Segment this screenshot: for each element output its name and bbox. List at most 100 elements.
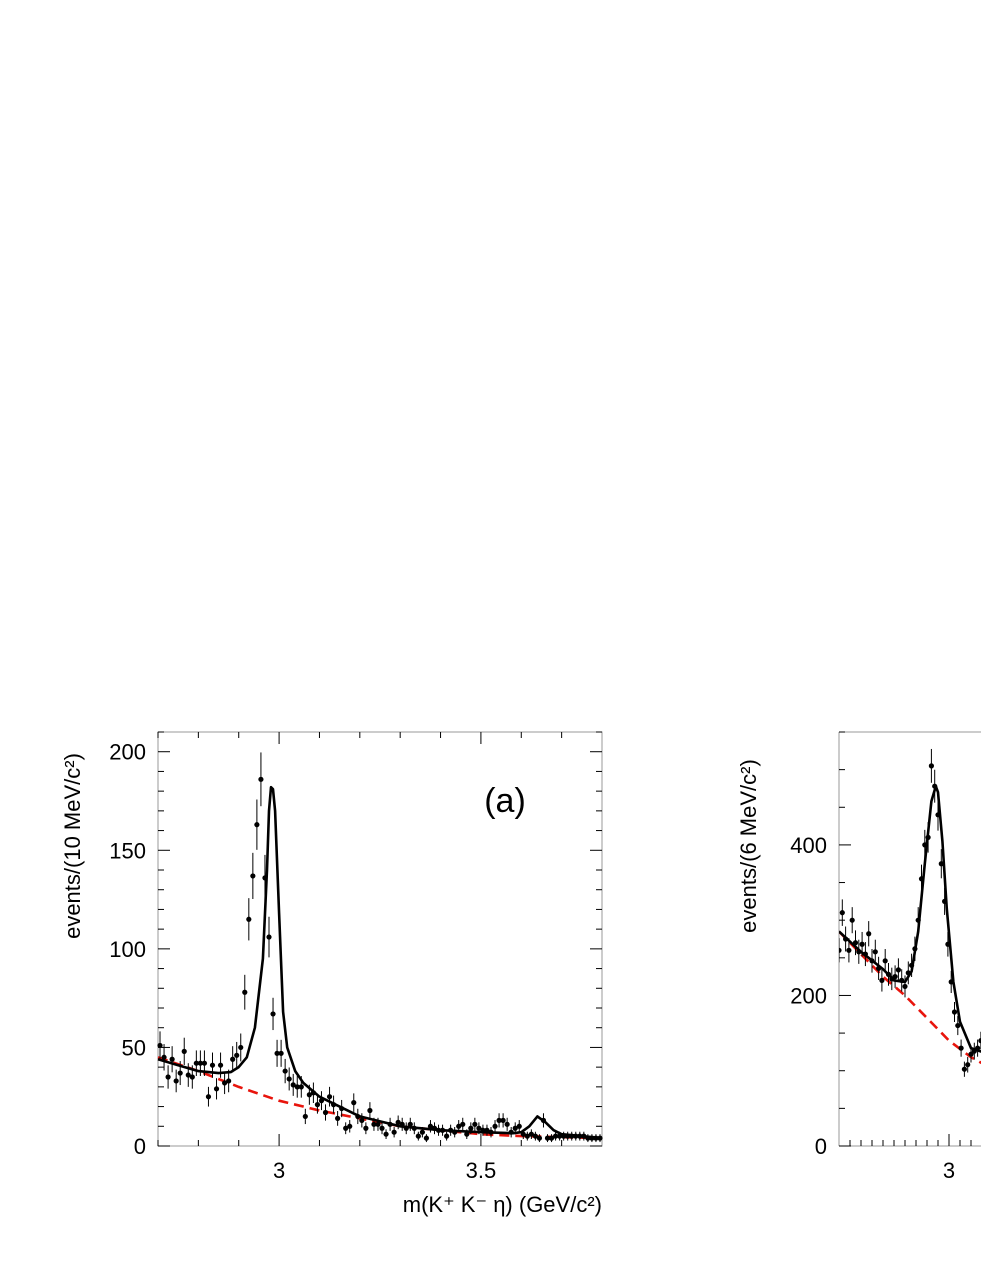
fit-curve <box>839 784 981 1053</box>
data-point <box>298 1084 304 1090</box>
data-points-layer <box>157 752 603 1143</box>
data-point <box>314 1102 321 1108</box>
data-point <box>290 1082 296 1088</box>
data-point <box>516 1123 522 1129</box>
data-point <box>209 1062 216 1068</box>
data-point <box>286 1076 292 1082</box>
data-point <box>856 949 862 955</box>
data-point <box>266 934 272 940</box>
data-point <box>205 1094 212 1100</box>
data-point <box>330 1102 337 1108</box>
data-points-layer <box>839 748 981 1077</box>
data-point <box>862 951 869 957</box>
x-tick-label: 3.5 <box>466 1158 497 1183</box>
data-point <box>185 1072 191 1078</box>
data-point <box>589 1135 595 1141</box>
data-point <box>359 1117 365 1123</box>
fit-curve-layer <box>839 784 981 1053</box>
data-point <box>274 1050 280 1056</box>
data-point <box>520 1131 526 1137</box>
data-point <box>971 1048 977 1054</box>
data-point <box>427 1123 434 1129</box>
data-point <box>928 763 935 769</box>
data-point <box>958 1045 964 1051</box>
data-point <box>480 1127 486 1133</box>
data-point <box>302 1113 308 1120</box>
data-point <box>157 1042 163 1049</box>
data-point <box>322 1109 329 1116</box>
data-point <box>839 910 845 916</box>
data-point <box>169 1056 175 1062</box>
y-tick-label: 50 <box>122 1035 146 1060</box>
data-point <box>423 1135 430 1141</box>
data-point <box>557 1133 563 1139</box>
data-point <box>942 898 948 904</box>
data-point <box>472 1121 478 1127</box>
data-point <box>242 989 248 995</box>
data-point <box>577 1133 583 1139</box>
y-tick-label: 400 <box>790 833 827 858</box>
axis-ticks <box>839 731 972 1147</box>
data-point <box>569 1133 575 1139</box>
data-point <box>355 1113 361 1120</box>
y-tick-label: 150 <box>109 838 146 863</box>
data-point <box>431 1125 438 1131</box>
data-point <box>343 1125 349 1131</box>
data-point <box>222 1080 228 1086</box>
data-point <box>548 1135 555 1141</box>
data-point <box>177 1070 183 1076</box>
data-point <box>496 1117 502 1123</box>
data-point <box>938 861 944 867</box>
data-point <box>565 1133 571 1139</box>
data-point <box>250 873 256 879</box>
data-point <box>230 1056 236 1062</box>
data-point <box>948 979 954 985</box>
data-point <box>189 1074 195 1080</box>
data-point <box>270 1011 276 1017</box>
data-point <box>294 1084 300 1090</box>
background-curve <box>839 930 981 1065</box>
data-point <box>895 967 902 973</box>
data-point <box>488 1129 494 1135</box>
data-point <box>254 822 260 828</box>
data-point <box>912 946 918 952</box>
data-point <box>399 1121 405 1127</box>
data-point <box>387 1121 393 1127</box>
data-point <box>460 1121 466 1127</box>
data-point <box>181 1048 187 1054</box>
data-point <box>403 1125 409 1131</box>
data-point <box>161 1054 167 1060</box>
data-point <box>407 1121 413 1127</box>
data-point <box>456 1123 462 1129</box>
data-point <box>383 1131 389 1137</box>
data-point <box>528 1131 534 1137</box>
y-tick-label: 200 <box>790 983 827 1008</box>
data-point <box>885 971 892 977</box>
data-point <box>552 1133 559 1139</box>
data-point <box>915 917 921 923</box>
data-point <box>849 917 855 923</box>
data-point <box>339 1105 345 1112</box>
data-point <box>419 1129 425 1135</box>
data-point <box>872 949 878 955</box>
y-tick-label: 0 <box>815 1134 827 1159</box>
data-point <box>581 1133 587 1139</box>
data-point <box>945 941 951 947</box>
y-tick-label: 100 <box>109 937 146 962</box>
data-point <box>899 977 905 984</box>
data-point <box>536 1135 543 1141</box>
data-point <box>500 1117 506 1123</box>
x-tick-labels: 3 3.5 <box>273 1158 496 1183</box>
data-point <box>165 1074 171 1080</box>
fit-curve-layer <box>157 785 603 1140</box>
data-point <box>306 1092 312 1098</box>
data-point <box>951 1009 958 1015</box>
data-point <box>965 1062 971 1068</box>
y-tick-labels: 0 50 100 150 200 <box>109 740 146 1159</box>
data-point <box>375 1121 381 1127</box>
data-point <box>573 1133 579 1139</box>
background-curve-layer <box>839 930 981 1065</box>
data-point <box>395 1119 401 1125</box>
data-point <box>524 1133 530 1139</box>
